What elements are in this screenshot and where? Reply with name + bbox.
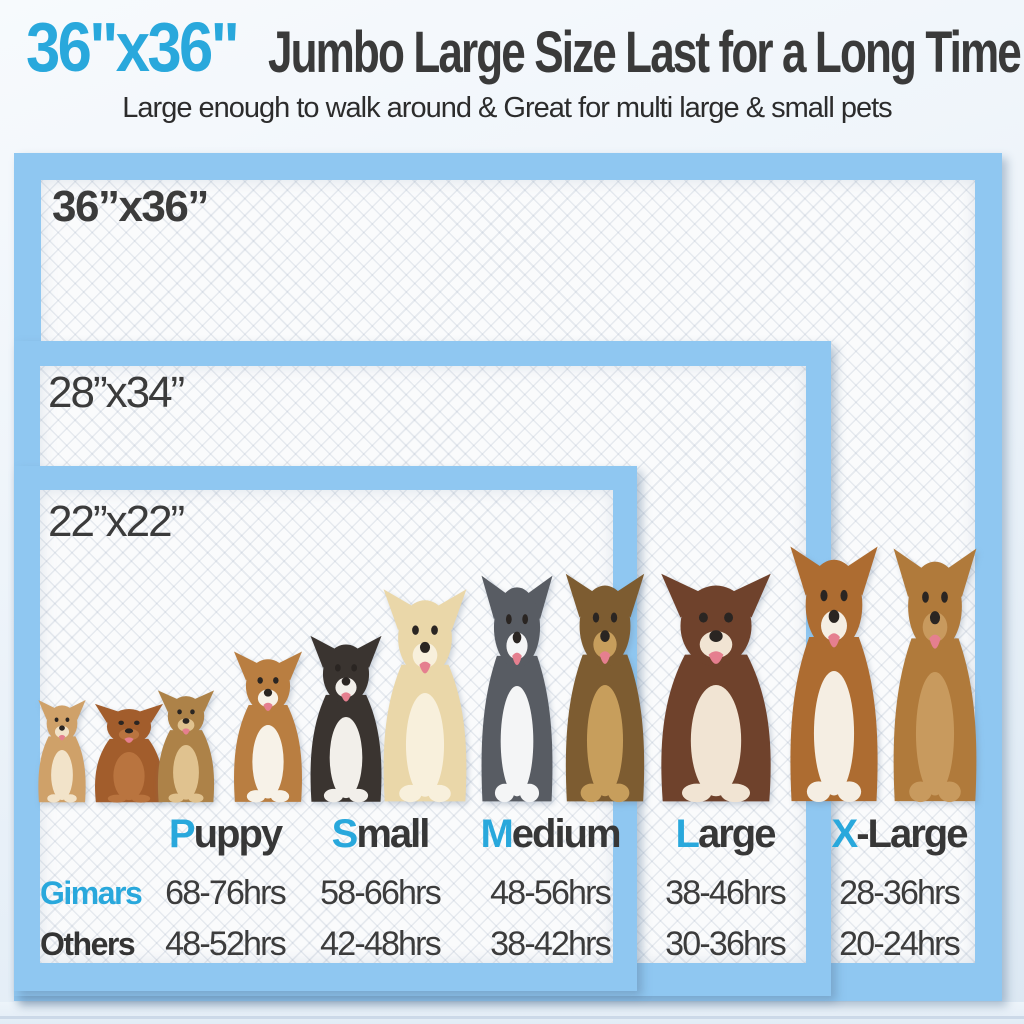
row-label-others: Others	[40, 926, 136, 962]
cell-others-small: 42-48hrs	[320, 925, 442, 963]
cell-gimars-puppy: 68-76hrs	[165, 874, 287, 912]
column-header-puppy: Puppy	[168, 812, 283, 856]
column-header-medium: Medium	[480, 812, 621, 856]
cell-others-xlarge: 20-24hrs	[839, 925, 961, 963]
floor-band	[0, 1002, 1024, 1024]
cell-others-large: 30-36hrs	[665, 925, 787, 963]
column-header-small: Small	[331, 812, 431, 856]
pad-36x36-label: 36”x36”	[52, 182, 209, 231]
column-header-large: Large	[675, 812, 777, 856]
cell-gimars-xlarge: 28-36hrs	[839, 874, 961, 912]
row-label-gimars: Gimars	[40, 875, 143, 911]
cell-gimars-small: 58-66hrs	[320, 874, 442, 912]
pad-28x34-label: 28”x34”	[48, 368, 185, 417]
pad-22x22: 22”x22”	[14, 466, 637, 991]
cell-others-medium: 38-42hrs	[490, 925, 612, 963]
pad-22x22-label: 22”x22”	[48, 497, 185, 546]
headline-title-text: Jumbo Large Size Last for a Long Time	[268, 20, 1022, 85]
cell-gimars-medium: 48-56hrs	[490, 874, 612, 912]
headline-subtitle-text: Large enough to walk around & Great for …	[122, 92, 892, 124]
cell-gimars-large: 38-46hrs	[665, 874, 787, 912]
floor-line	[0, 1016, 1024, 1019]
cell-others-puppy: 48-52hrs	[165, 925, 287, 963]
column-header-xlarge: X-Large	[831, 812, 969, 856]
headline-size-text: 36"x36"	[26, 8, 240, 86]
